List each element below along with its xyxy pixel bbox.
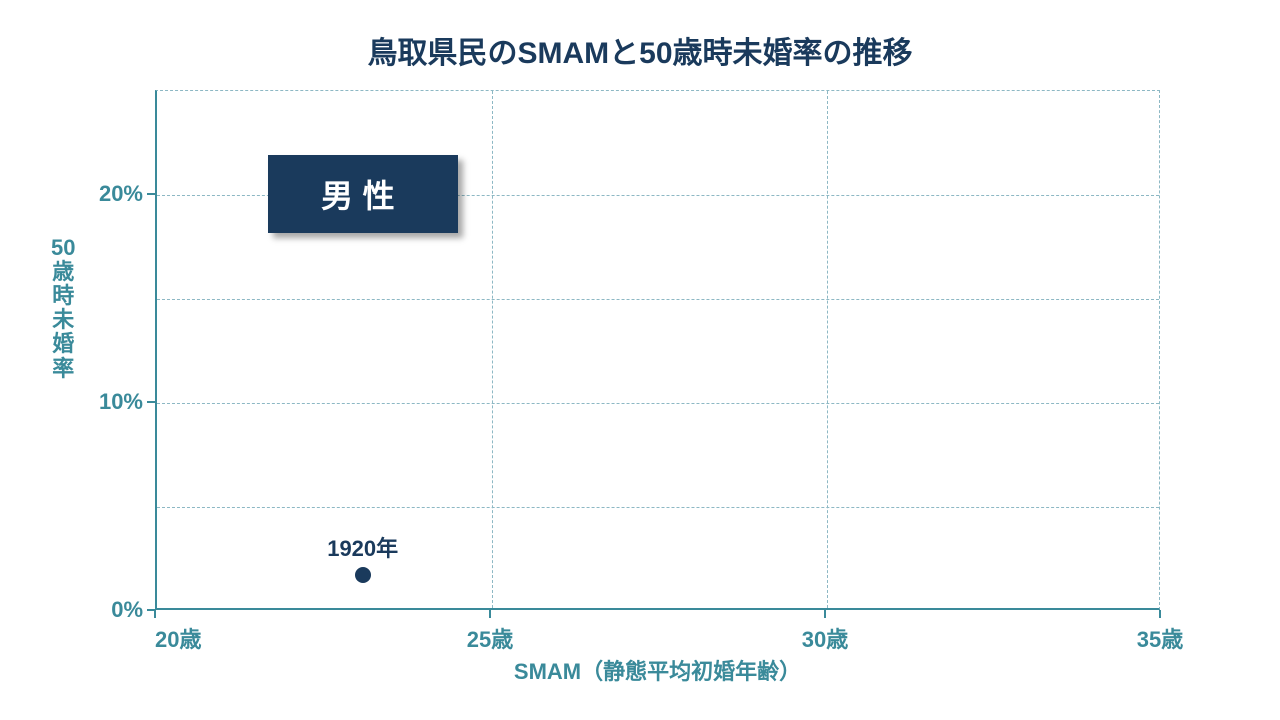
x-axis-label: SMAM（静態平均初婚年齢）	[514, 654, 801, 686]
xtick-label: 35歳	[1137, 622, 1183, 654]
data-point	[355, 567, 371, 583]
gridline-horizontal	[157, 299, 1159, 300]
ytick-label: 10%	[70, 389, 143, 415]
gridline-vertical	[827, 91, 828, 608]
ytick-mark	[147, 193, 155, 195]
xtick-label: 30歳	[802, 622, 848, 654]
chart-title: 鳥取県民のSMAMと50歳時未婚率の推移	[367, 28, 912, 72]
xtick-label: 20歳	[155, 622, 201, 654]
y-axis-label: 50歳時未婚率	[50, 236, 76, 381]
xtick-mark	[489, 610, 491, 618]
xtick-mark	[1159, 610, 1161, 618]
gridline-horizontal	[157, 403, 1159, 404]
ytick-mark	[147, 401, 155, 403]
gridline-vertical	[492, 91, 493, 608]
xtick-mark	[824, 610, 826, 618]
ytick-label: 20%	[70, 181, 143, 207]
data-point-label: 1920年	[327, 531, 398, 563]
xtick-label: 25歳	[467, 622, 513, 654]
legend-male: 男性	[268, 155, 458, 233]
gridline-horizontal	[157, 507, 1159, 508]
xtick-mark	[154, 610, 156, 618]
ytick-label: 0%	[70, 597, 143, 623]
